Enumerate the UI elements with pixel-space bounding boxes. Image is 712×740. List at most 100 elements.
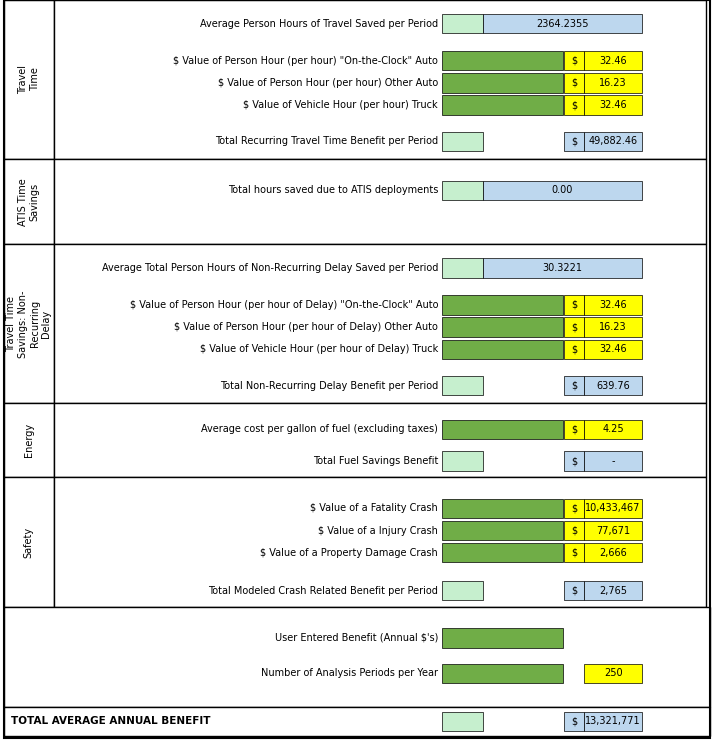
Text: $ Value of Person Hour (per hour of Delay) "On-the-Clock" Auto: $ Value of Person Hour (per hour of Dela… bbox=[130, 300, 438, 310]
Bar bbox=[584, 420, 642, 439]
Text: 10,433,467: 10,433,467 bbox=[585, 503, 641, 514]
Bar bbox=[584, 543, 642, 562]
Text: 250: 250 bbox=[604, 668, 622, 679]
Bar bbox=[441, 258, 483, 278]
Text: $ Value of Person Hour (per hour) "On-the-Clock" Auto: $ Value of Person Hour (per hour) "On-th… bbox=[173, 56, 438, 66]
Bar bbox=[584, 451, 642, 471]
Text: Total Non-Recurring Delay Benefit per Period: Total Non-Recurring Delay Benefit per Pe… bbox=[220, 380, 438, 391]
Text: 639.76: 639.76 bbox=[596, 380, 630, 391]
Bar bbox=[584, 581, 642, 600]
Bar bbox=[441, 376, 483, 395]
Text: $ Value of Person Hour (per hour of Delay) Other Auto: $ Value of Person Hour (per hour of Dela… bbox=[174, 322, 438, 332]
Text: 4.25: 4.25 bbox=[602, 424, 624, 434]
Text: $: $ bbox=[571, 456, 577, 466]
Bar bbox=[53, 477, 706, 607]
Bar bbox=[53, 0, 706, 159]
Bar bbox=[441, 51, 562, 70]
Bar bbox=[584, 51, 642, 70]
Bar bbox=[441, 451, 483, 471]
Bar bbox=[4, 477, 53, 607]
Text: Total hours saved due to ATIS deployments: Total hours saved due to ATIS deployment… bbox=[228, 185, 438, 195]
Text: $: $ bbox=[571, 716, 577, 727]
Text: 2,666: 2,666 bbox=[600, 548, 627, 558]
Text: $ Value of a Fatality Crash: $ Value of a Fatality Crash bbox=[310, 503, 438, 514]
Text: $: $ bbox=[571, 585, 577, 596]
Text: $: $ bbox=[571, 56, 577, 66]
Text: $: $ bbox=[571, 525, 577, 536]
Bar bbox=[441, 181, 483, 200]
Bar bbox=[441, 95, 562, 115]
Bar bbox=[564, 295, 584, 314]
Bar bbox=[53, 244, 706, 403]
Text: Average cost per gallon of fuel (excluding taxes): Average cost per gallon of fuel (excludi… bbox=[201, 424, 438, 434]
Text: Travel
Time: Travel Time bbox=[18, 65, 40, 94]
Bar bbox=[53, 159, 706, 244]
Bar bbox=[564, 73, 584, 92]
Text: Total Fuel Savings Benefit: Total Fuel Savings Benefit bbox=[313, 456, 438, 466]
Text: $: $ bbox=[571, 344, 577, 354]
Bar bbox=[564, 499, 584, 518]
Text: Average Person Hours of Travel Saved per Period: Average Person Hours of Travel Saved per… bbox=[200, 18, 438, 29]
Text: $: $ bbox=[571, 300, 577, 310]
Text: $: $ bbox=[571, 100, 577, 110]
Bar bbox=[441, 317, 562, 337]
Bar bbox=[441, 73, 562, 92]
Text: $: $ bbox=[571, 548, 577, 558]
Bar bbox=[4, 159, 53, 244]
Bar bbox=[4, 403, 53, 477]
Bar bbox=[564, 95, 584, 115]
Text: Total Modeled Crash Related Benefit per Period: Total Modeled Crash Related Benefit per … bbox=[208, 585, 438, 596]
Text: Total Recurring Travel Time Benefit per Period: Total Recurring Travel Time Benefit per … bbox=[215, 136, 438, 147]
Bar bbox=[441, 712, 483, 731]
Bar bbox=[564, 376, 584, 395]
Bar bbox=[4, 0, 53, 159]
Bar bbox=[584, 712, 642, 731]
Text: 32.46: 32.46 bbox=[600, 100, 627, 110]
Text: User Entered Benefit (Annual $'s): User Entered Benefit (Annual $'s) bbox=[275, 633, 438, 643]
Text: Travel Time
Savings: Non-
Recurring
Delay: Travel Time Savings: Non- Recurring Dela… bbox=[6, 290, 51, 357]
Bar bbox=[4, 607, 710, 707]
Text: $: $ bbox=[571, 424, 577, 434]
Bar bbox=[584, 132, 642, 151]
Bar bbox=[584, 521, 642, 540]
Bar bbox=[483, 181, 642, 200]
Bar bbox=[441, 521, 562, 540]
Text: $ Value of Vehicle Hour (per hour of Delay) Truck: $ Value of Vehicle Hour (per hour of Del… bbox=[200, 344, 438, 354]
Bar bbox=[584, 664, 642, 683]
Text: 32.46: 32.46 bbox=[600, 300, 627, 310]
Text: $: $ bbox=[571, 136, 577, 147]
Bar bbox=[564, 340, 584, 359]
Bar bbox=[441, 664, 562, 683]
Bar bbox=[564, 712, 584, 731]
Bar bbox=[483, 258, 642, 278]
Bar bbox=[564, 51, 584, 70]
Bar bbox=[584, 295, 642, 314]
Text: 16.23: 16.23 bbox=[600, 322, 627, 332]
Bar bbox=[441, 14, 483, 33]
Text: Average Total Person Hours of Non-Recurring Delay Saved per Period: Average Total Person Hours of Non-Recurr… bbox=[102, 263, 438, 273]
Text: ATIS Time
Savings: ATIS Time Savings bbox=[18, 178, 40, 226]
Bar bbox=[53, 403, 706, 477]
Bar bbox=[564, 317, 584, 337]
Text: 32.46: 32.46 bbox=[600, 344, 627, 354]
Bar bbox=[483, 14, 642, 33]
Text: 2364.2355: 2364.2355 bbox=[536, 18, 589, 29]
Text: $: $ bbox=[571, 322, 577, 332]
Bar bbox=[564, 451, 584, 471]
Bar bbox=[441, 628, 562, 648]
Bar bbox=[4, 244, 53, 403]
Text: $ Value of a Property Damage Crash: $ Value of a Property Damage Crash bbox=[261, 548, 438, 558]
Bar bbox=[441, 499, 562, 518]
Bar bbox=[441, 420, 562, 439]
Text: 2,765: 2,765 bbox=[599, 585, 627, 596]
Bar bbox=[441, 295, 562, 314]
Bar bbox=[564, 543, 584, 562]
Text: -: - bbox=[612, 456, 615, 466]
Text: Safety: Safety bbox=[23, 526, 33, 558]
Bar bbox=[564, 521, 584, 540]
Bar bbox=[441, 543, 562, 562]
Text: Number of Analysis Periods per Year: Number of Analysis Periods per Year bbox=[261, 668, 438, 679]
Text: 30.3221: 30.3221 bbox=[543, 263, 582, 273]
Bar bbox=[584, 73, 642, 92]
Text: $: $ bbox=[571, 78, 577, 88]
